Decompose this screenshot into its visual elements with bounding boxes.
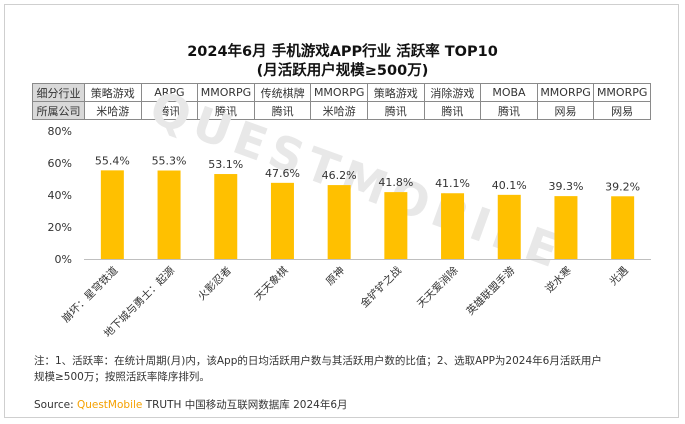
company-cell: 米哈游 [84,101,142,120]
footnote-line-2: 规模≥500万；按照活跃率降序排列。 [34,371,210,383]
bar [270,182,294,259]
x-tick-label: 火影忍者 [195,264,234,303]
bar [157,170,181,259]
data-label: 39.2% [605,180,640,193]
x-tick-label: 崩坏：星穹铁道 [59,264,121,326]
data-label: 39.3% [548,180,583,193]
bar [441,193,465,259]
bar [327,185,351,259]
footnote-line-1: 注：1、活跃率：在统计周期(月)内，该App的日均活跃用户数与其活跃用户数的比值… [34,355,602,367]
y-tick-label: 0% [55,253,72,266]
bar [554,196,578,259]
company-cell: 腾讯 [366,101,425,120]
company-row: 所属公司 米哈游 腾讯 腾讯 腾讯 米哈游 腾讯 腾讯 腾讯 网易 网易 [32,101,651,120]
company-cell: 腾讯 [253,101,312,120]
data-label: 55.3% [152,155,187,168]
data-label: 46.2% [322,169,357,182]
x-tick-label: 天天象棋 [252,264,291,303]
data-label: 40.1% [492,179,527,192]
info-table: 细分行业 策略游戏 ARPG MMORPG 传统棋牌 MMORPG 策略游戏 消… [32,83,651,120]
data-label: 55.4% [95,154,130,167]
x-tick-label: 金铲铲之战 [358,264,405,311]
company-cell: 腾讯 [480,101,538,120]
bar [384,192,408,259]
data-label: 41.8% [378,176,413,189]
y-tick-label: 80% [48,125,72,138]
industry-cell: MMORPG [197,83,255,102]
bar [497,194,521,259]
chart-subtitle: (月活跃用户规模≥500万) [256,63,429,79]
x-tick-label: 原神 [323,264,347,288]
x-tick-label: 英雄联盟手游 [464,264,518,318]
bar [611,196,635,259]
y-tick-label: 20% [48,221,72,234]
company-cell: 米哈游 [310,101,368,120]
data-label: 41.1% [435,177,470,190]
data-label: 47.6% [265,167,300,180]
source-brand: QuestMobile [76,399,143,411]
industry-cell: 消除游戏 [423,83,482,102]
company-cell: 网易 [593,101,651,120]
x-tick-label: 天天爱消除 [414,264,461,311]
company-cell: 网易 [536,101,595,120]
source-text: TRUTH 中国移动互联网数据库 2024年6月 [145,399,348,411]
chart-title: 2024年6月 手机游戏APP行业 活跃率 TOP10 [187,44,498,60]
y-tick-label: 60% [48,157,72,170]
y-tick-label: 40% [48,189,72,202]
bar [214,174,238,259]
industry-row: 细分行业 策略游戏 ARPG MMORPG 传统棋牌 MMORPG 策略游戏 消… [32,83,651,102]
industry-cell: ARPG [140,83,199,102]
bar [100,170,124,259]
industry-cell: MMORPG [593,83,651,102]
data-label: 53.1% [208,158,243,171]
source-line: Source: QuestMobile TRUTH 中国移动互联网数据库 202… [34,397,348,412]
x-tick-label: 光遇 [607,264,631,288]
company-header: 所属公司 [32,101,85,120]
source-label: Source: [34,399,74,411]
